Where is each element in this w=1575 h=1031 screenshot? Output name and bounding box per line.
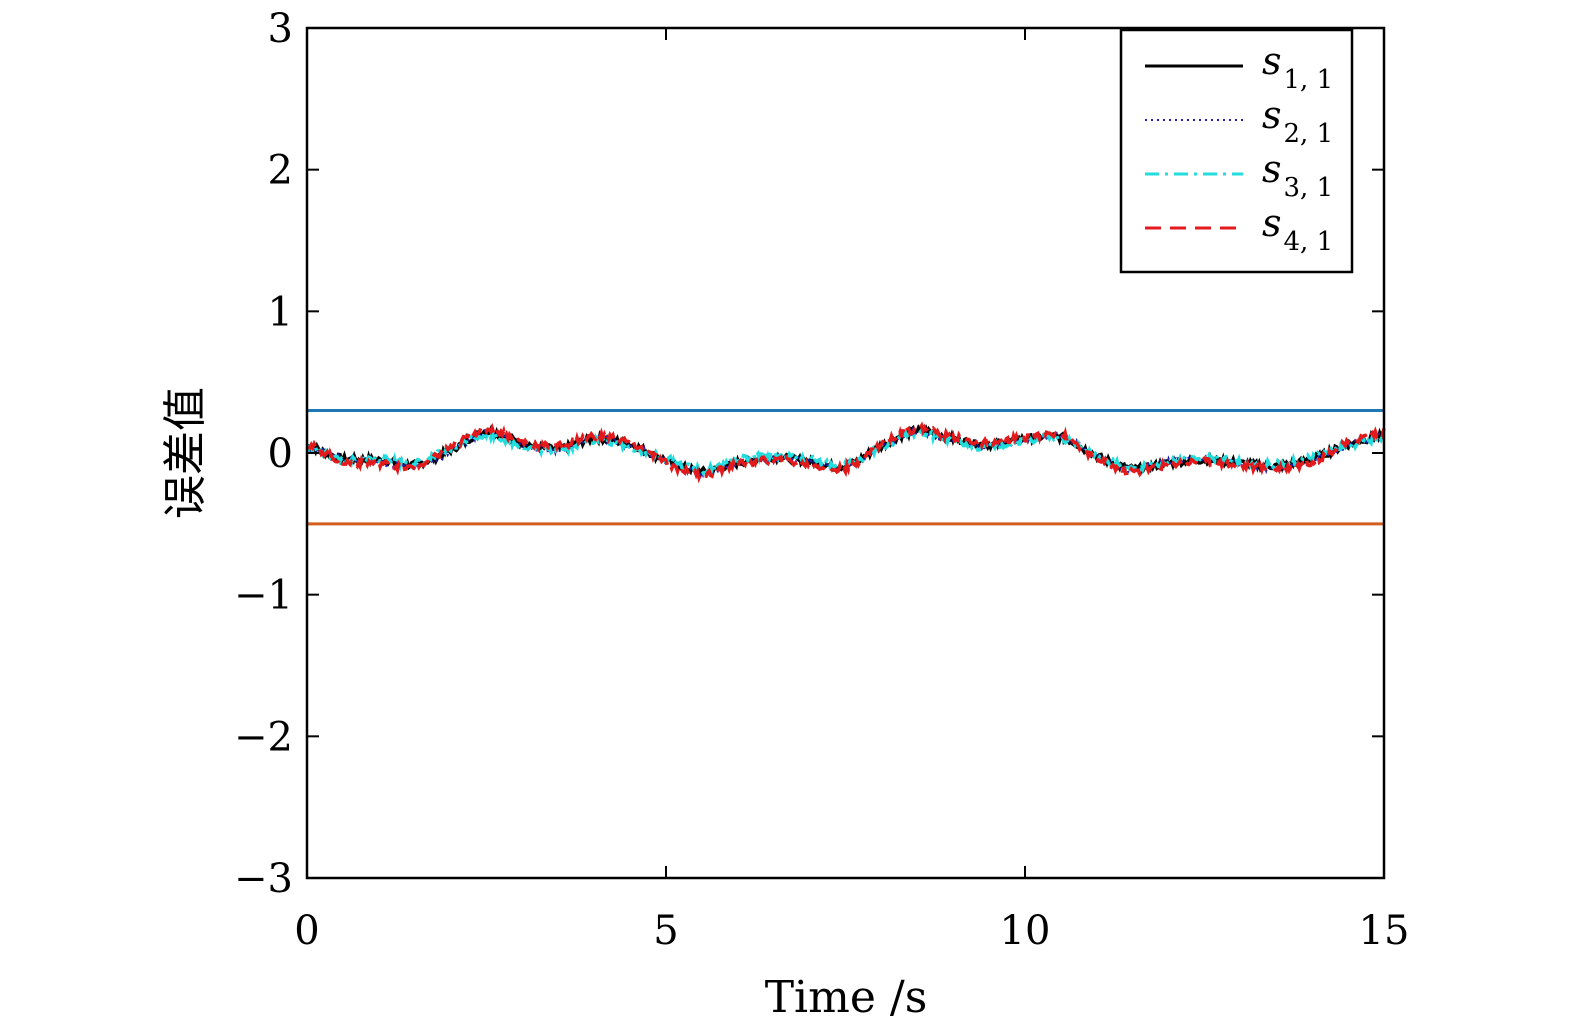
y-tick-label-1: 1 <box>268 289 293 335</box>
y-tick-label-0: 0 <box>268 431 293 477</box>
x-tick-label-15: 15 <box>1359 908 1410 954</box>
axis-ticks: 0 5 10 15 −3 −2 −1 0 1 2 3 <box>234 6 1409 954</box>
x-tick-label-5: 5 <box>653 908 678 954</box>
y-tick-label--2: −2 <box>234 714 293 760</box>
series-line-4 <box>306 421 1386 484</box>
y-tick-label--1: −1 <box>234 573 293 619</box>
legend: s1, 1s2, 1s3, 1s4, 1 <box>1119 28 1354 274</box>
x-tick-label-10: 10 <box>1000 908 1051 954</box>
x-axis-label: Time /s <box>765 972 928 1023</box>
y-tick-label-3: 3 <box>268 6 293 52</box>
y-tick-label--3: −3 <box>234 856 293 902</box>
y-tick-label-2: 2 <box>268 148 293 194</box>
y-axis-label: 误差值 <box>160 387 211 519</box>
series-line-3 <box>305 424 1386 478</box>
x-tick-label-0: 0 <box>294 908 319 954</box>
legend-box <box>1119 28 1354 274</box>
plot-content <box>305 409 1386 526</box>
